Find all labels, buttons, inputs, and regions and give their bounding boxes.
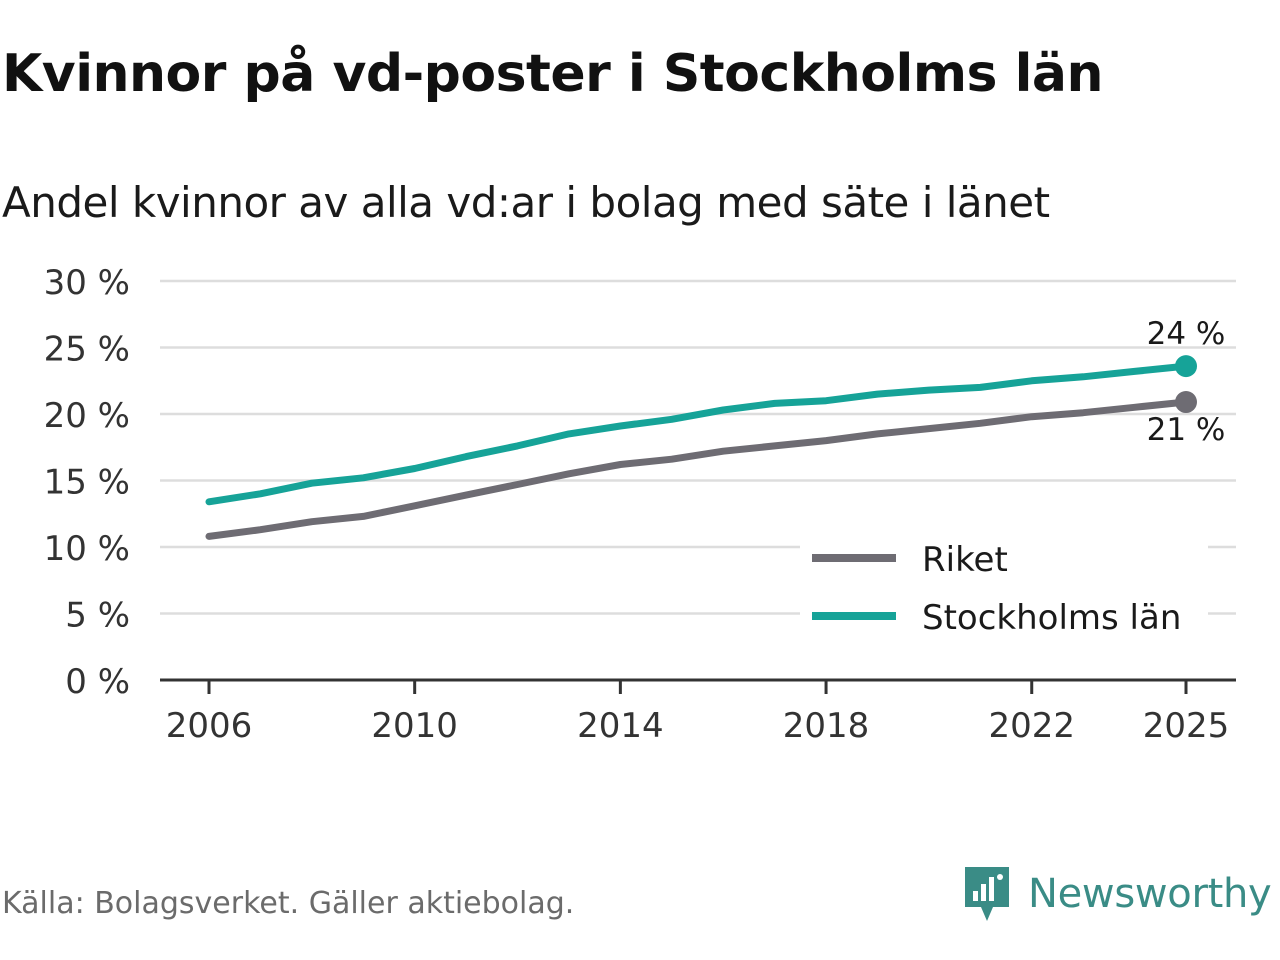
legend-background [800, 528, 1208, 648]
series-end-label-stockholm: 24 % [1147, 316, 1226, 352]
chart-title: Kvinnor på vd-poster i Stockholms län [2, 44, 1104, 104]
x-tick-label: 2010 [371, 706, 458, 746]
y-tick-label: 30 % [44, 263, 130, 303]
chart-subtitle: Andel kvinnor av alla vd:ar i bolag med … [2, 178, 1050, 227]
x-tick-label: 2006 [166, 706, 253, 746]
series-end-point-stockholm [1175, 355, 1197, 378]
y-tick-label: 10 % [44, 529, 130, 569]
source-note: Källa: Bolagsverket. Gäller aktiebolag. [2, 886, 575, 921]
x-tick-label: 2014 [577, 706, 664, 746]
y-tick-label: 5 % [65, 596, 130, 636]
label-layer: 21 % 24 % [1147, 316, 1226, 448]
legend-label-riket: Riket [922, 540, 1008, 580]
series-end-label-riket: 21 % [1147, 412, 1226, 448]
series-line-stockholm [205, 362, 1190, 506]
legend: Riket Stockholms län [800, 528, 1208, 648]
newsworthy-logo-icon [965, 867, 1009, 921]
y-tick-label: 25 % [44, 330, 130, 370]
y-tick-label: 15 % [44, 463, 130, 503]
y-tick-label: 20 % [44, 396, 130, 436]
series-line-riket [205, 398, 1190, 540]
brand-name: Newsworthy [1028, 871, 1272, 917]
legend-label-stockholm: Stockholms län [922, 598, 1181, 638]
brand-logo: Newsworthy [962, 862, 1272, 926]
series-layer [205, 355, 1197, 540]
series-end-point-riket [1175, 391, 1197, 414]
y-tick-label: 0 % [65, 662, 130, 702]
x-tick-label: 2025 [1143, 706, 1230, 746]
axis-layer: 0 % 5 % 10 % 15 % 20 % 25 % 30 % 2006 2010 2014 20… [44, 263, 1236, 746]
x-tick-label: 2022 [988, 706, 1075, 746]
x-tick-label: 2018 [783, 706, 870, 746]
